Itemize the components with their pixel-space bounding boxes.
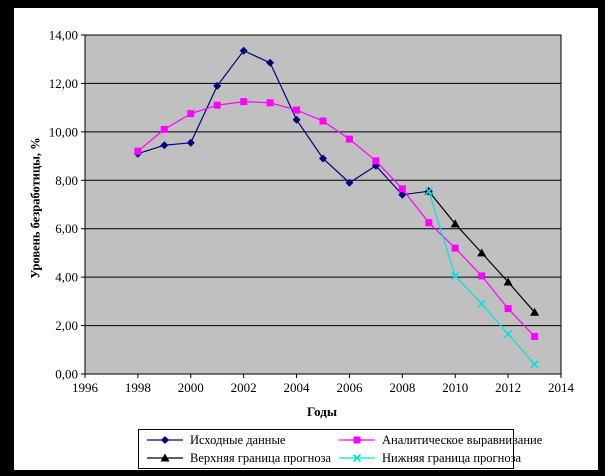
chart-svg: 0,00 2,00 4,00 6,00 8,00 10,00 12,00 14,00 1996 1… — [49, 28, 575, 396]
triangle-marker-icon — [147, 453, 183, 462]
legend-item-4: Нижняя граница прогноза — [339, 451, 542, 466]
x-tick-label: 1996 — [72, 380, 99, 395]
y-tick-label: 10,00 — [49, 124, 78, 139]
square-marker-icon — [339, 436, 375, 444]
y-tick-label: 6,00 — [55, 221, 78, 236]
diamond-marker-icon — [147, 436, 183, 444]
y-tick-label: 2,00 — [55, 318, 78, 333]
legend-label: Исходные данные — [190, 432, 286, 447]
legend-label: Аналитическое выравнивание — [382, 432, 543, 447]
x-tick-label: 2012 — [495, 380, 521, 395]
legend-item-3: Верхняя граница прогноза — [147, 451, 339, 466]
chart-legend: Исходные данные Аналитическое выравнивани… — [138, 429, 542, 469]
y-tick-label: 12,00 — [49, 76, 78, 91]
y-tick-label: 0,00 — [55, 367, 78, 382]
legend-label: Нижняя граница прогноза — [382, 450, 522, 465]
x-tick-label: 2010 — [442, 380, 468, 395]
x-marker-icon — [339, 453, 375, 463]
y-tick-label: 8,00 — [55, 173, 78, 188]
legend-item-2: Аналитическое выравнивание — [339, 433, 542, 448]
x-tick-label: 2004 — [284, 380, 311, 395]
x-axis-title: Годы — [307, 404, 337, 419]
chart-canvas: 0,00 2,00 4,00 6,00 8,00 10,00 12,00 14,00 1996 1… — [14, 8, 598, 470]
y-tick-label: 14,00 — [49, 28, 78, 43]
x-tick-label: 2008 — [389, 380, 415, 395]
x-tick-label: 2006 — [336, 380, 363, 395]
x-tick-label: 1998 — [125, 380, 151, 395]
legend-item-1: Исходные данные — [147, 433, 339, 448]
x-tick-label: 2000 — [178, 380, 204, 395]
y-axis-title: Уровень безработицы, % — [28, 137, 43, 279]
plot-area — [84, 34, 562, 375]
x-tick-label: 2014 — [548, 380, 575, 395]
line-chart-plot: 0,00 2,00 4,00 6,00 8,00 10,00 12,00 14,00 1996 1… — [14, 8, 598, 470]
y-tick-label: 4,00 — [55, 270, 78, 285]
series-line — [137, 100, 536, 337]
x-tick-label: 2002 — [231, 380, 257, 395]
legend-label: Верхняя граница прогноза — [190, 450, 332, 465]
series-line — [137, 49, 429, 196]
